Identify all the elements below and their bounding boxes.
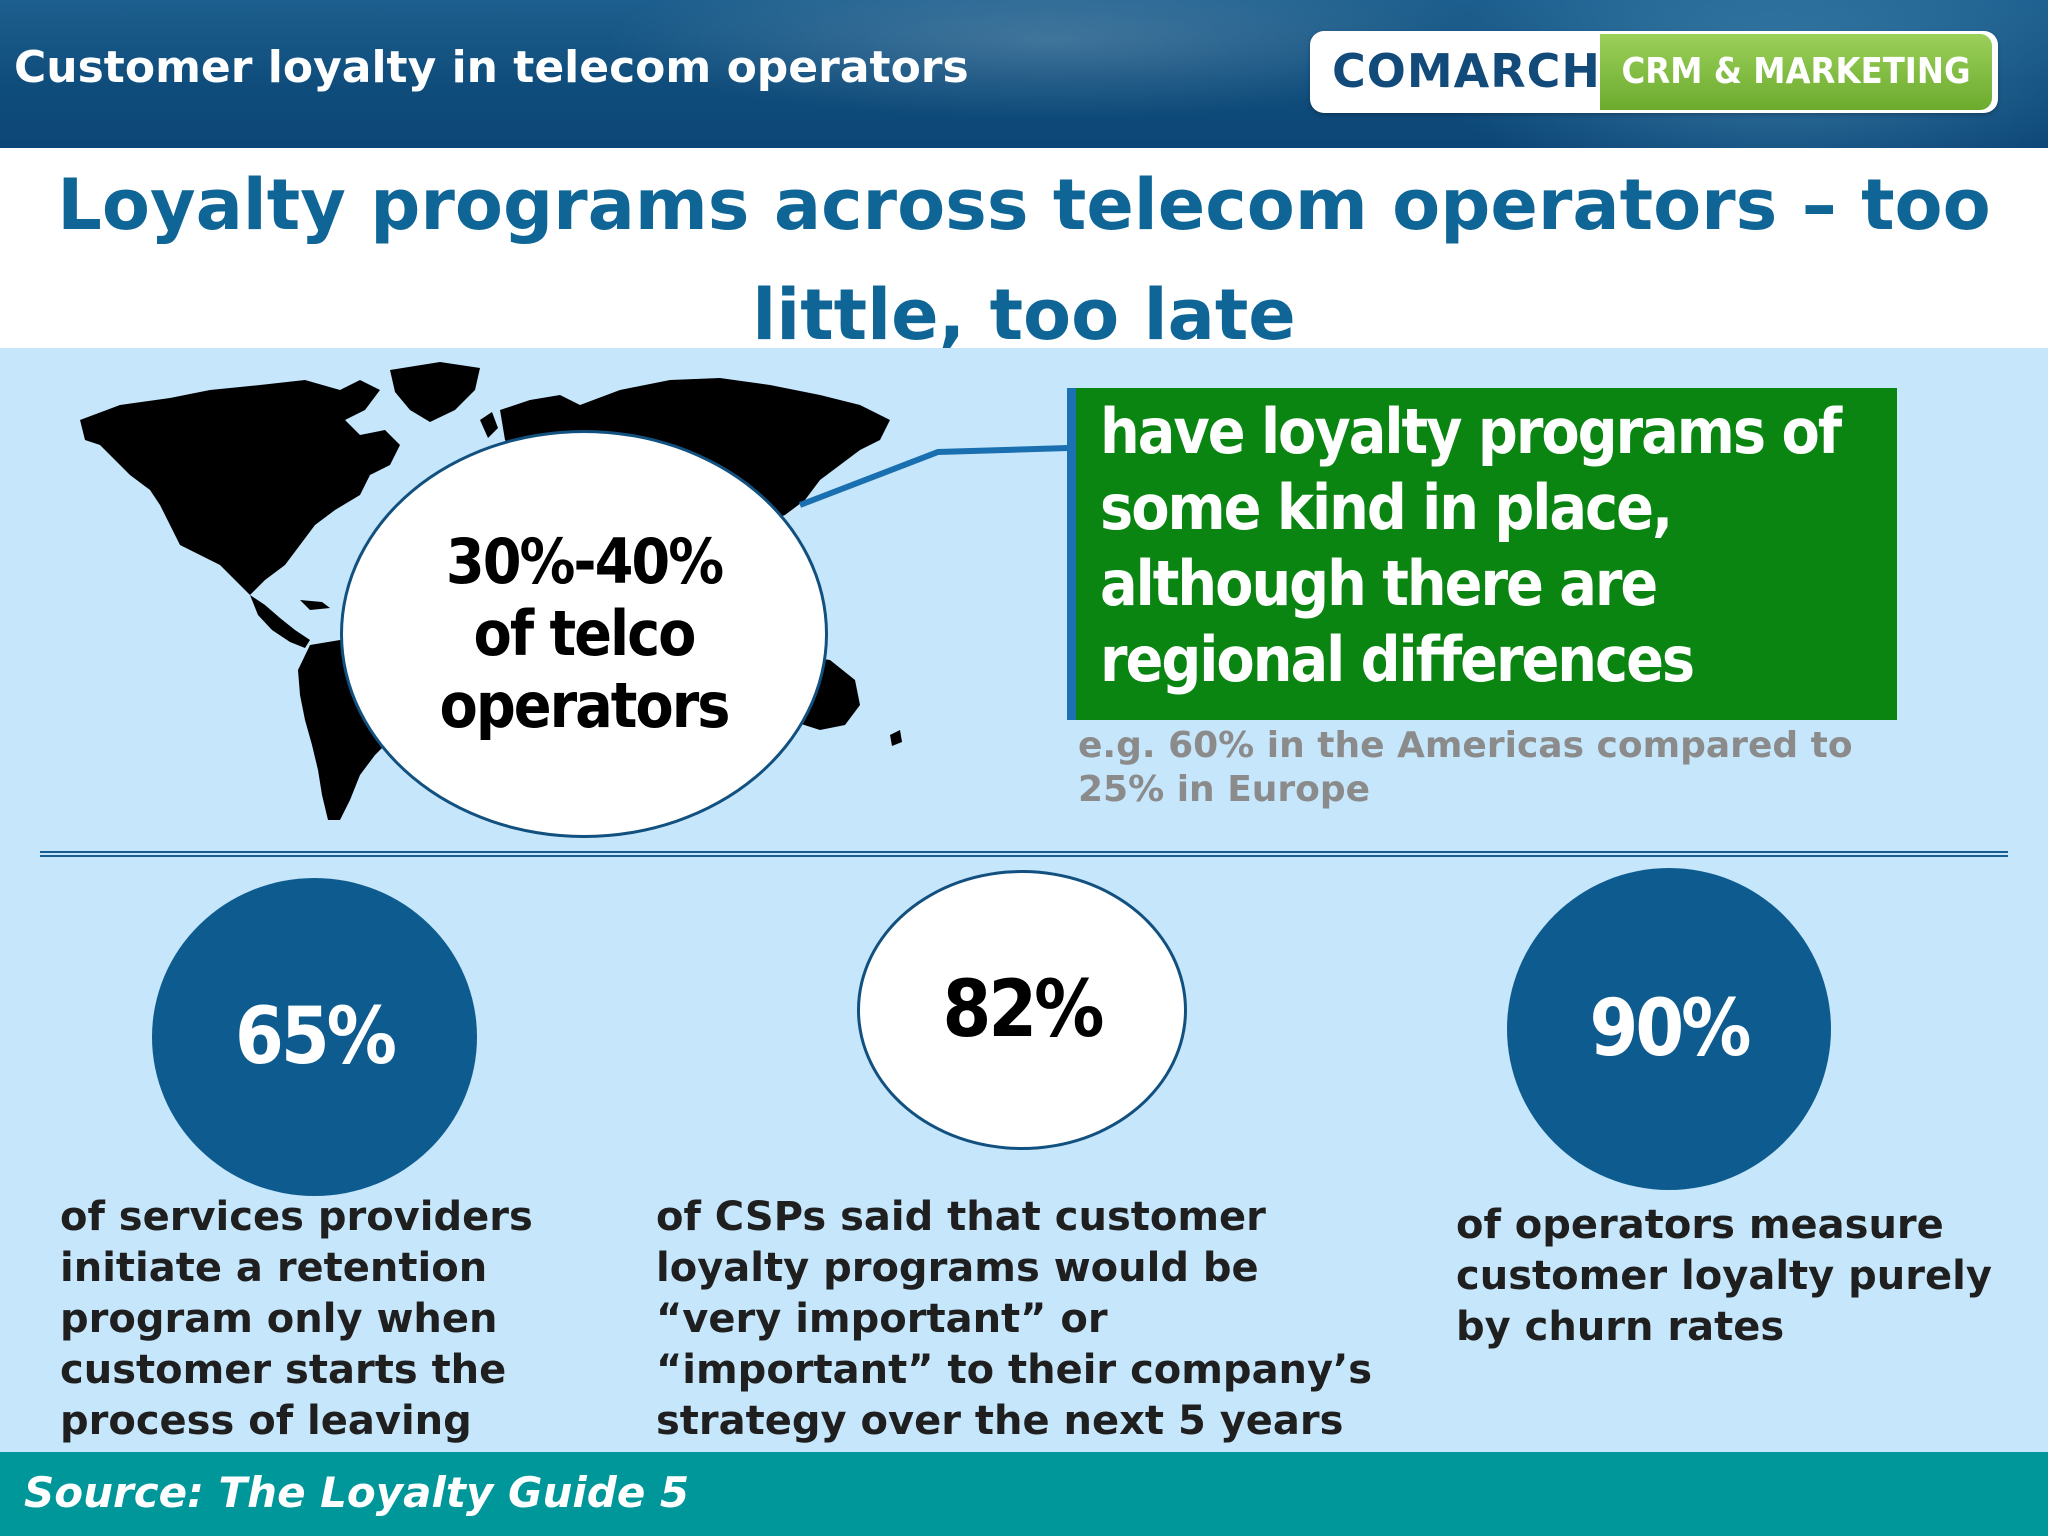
slide-title: Loyalty programs across telecom operator… — [57, 164, 1991, 356]
callout-box: have loyalty programs of some kind in pl… — [1067, 388, 1897, 720]
logo-tag: CRM & MARKETING — [1600, 34, 1992, 110]
callout-text: have loyalty programs of some kind in pl… — [1100, 395, 1842, 696]
footer-bar: Source: The Loyalty Guide 5 — [0, 1452, 2048, 1536]
callout-note: e.g. 60% in the Americas compared to 25%… — [1078, 725, 1853, 810]
stat-text-2: of CSPs said that customer loyalty progr… — [656, 1194, 1373, 1444]
stat-circle-1: 65% — [152, 878, 477, 1196]
header-title: Customer loyalty in telecom operators — [14, 42, 969, 93]
stat-circle-2: 82% — [857, 870, 1187, 1150]
stat-circle-3: 90% — [1507, 868, 1831, 1190]
logo-brand: COMARCH — [1332, 44, 1601, 98]
stat-text-3: of operators measure customer loyalty pu… — [1456, 1202, 1992, 1350]
comarch-logo: COMARCH CRM & MARKETING — [1310, 31, 1998, 113]
header-banner: Customer loyalty in telecom operators CO… — [0, 0, 2048, 148]
stat-text-1: of services providers initiate a retenti… — [60, 1194, 533, 1444]
source-citation: Source: The Loyalty Guide 5 — [24, 1468, 690, 1517]
highlight-circle-text: 30%-40% of telco operators — [439, 525, 731, 742]
highlight-circle: 30%-40% of telco operators — [340, 430, 828, 838]
section-divider — [40, 851, 2008, 857]
